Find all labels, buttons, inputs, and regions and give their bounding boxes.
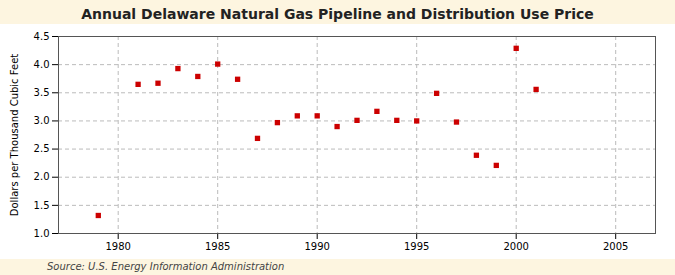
svg-text:2000: 2000	[503, 241, 528, 252]
svg-text:1995: 1995	[404, 241, 429, 252]
svg-text:1985: 1985	[205, 241, 230, 252]
svg-text:4.0: 4.0	[34, 59, 50, 70]
svg-text:Dollars per Thousand Cubic Fee: Dollars per Thousand Cubic Feet	[9, 54, 20, 217]
svg-text:2005: 2005	[603, 241, 628, 252]
svg-text:1980: 1980	[105, 241, 130, 252]
svg-text:2.0: 2.0	[34, 171, 50, 182]
svg-text:2.5: 2.5	[34, 143, 50, 154]
svg-text:4.5: 4.5	[34, 31, 50, 42]
svg-text:3.0: 3.0	[34, 115, 50, 126]
svg-text:1.0: 1.0	[34, 228, 50, 239]
html-text:Annual Delaware Natural Gas Pi: Annual Delaware Natural Gas Pipeline and…	[81, 6, 594, 22]
svg-text:1990: 1990	[304, 241, 329, 252]
svg-text:1.5: 1.5	[34, 200, 50, 211]
html-text:Source: U.S. Energy Informatio: Source: U.S. Energy Information Administ…	[47, 261, 285, 272]
svg-text:3.5: 3.5	[34, 87, 50, 98]
